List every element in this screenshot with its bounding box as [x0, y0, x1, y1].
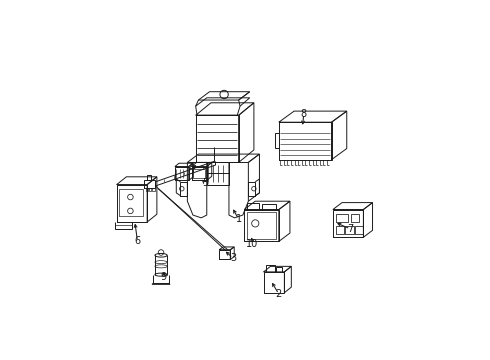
Text: 4: 4 [189, 163, 195, 174]
Text: 7: 7 [347, 224, 353, 234]
Text: 6: 6 [134, 237, 141, 246]
Text: 8: 8 [301, 109, 307, 119]
Text: 10: 10 [246, 239, 259, 249]
Text: 3: 3 [230, 253, 236, 263]
Text: 1: 1 [236, 214, 242, 224]
Text: 9: 9 [161, 273, 167, 283]
Text: 5: 5 [202, 178, 209, 188]
Text: 2: 2 [276, 289, 282, 299]
